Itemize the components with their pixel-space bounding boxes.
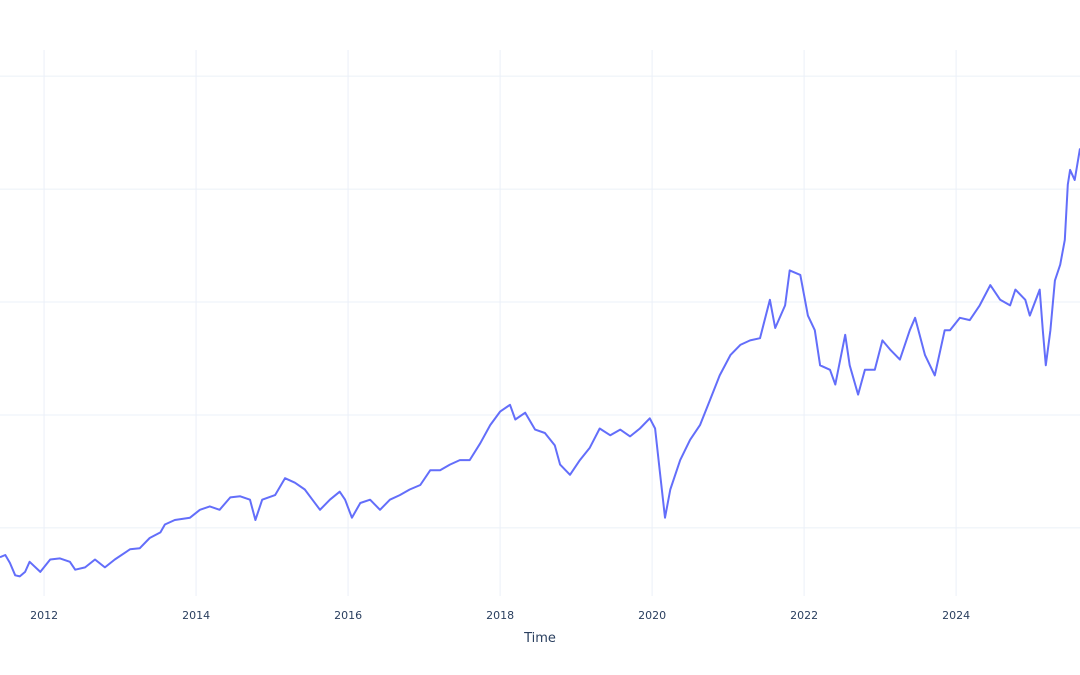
x-tick-label: 2024 (942, 609, 970, 622)
x-axis-label: Time (523, 631, 556, 646)
series-group (0, 148, 1080, 578)
x-tick-label: 2016 (334, 609, 362, 622)
x-tick-label: 2012 (30, 609, 58, 622)
x-tick-label: 2014 (182, 609, 210, 622)
x-tick-label: 2022 (790, 609, 818, 622)
x-tick-label: 2018 (486, 609, 514, 622)
grid (0, 50, 1080, 596)
x-axis-ticks: 2012 2014 2016 2018 2020 2022 2024 (30, 609, 970, 622)
x-tick-label: 2020 (638, 609, 666, 622)
series-line (0, 148, 1080, 578)
